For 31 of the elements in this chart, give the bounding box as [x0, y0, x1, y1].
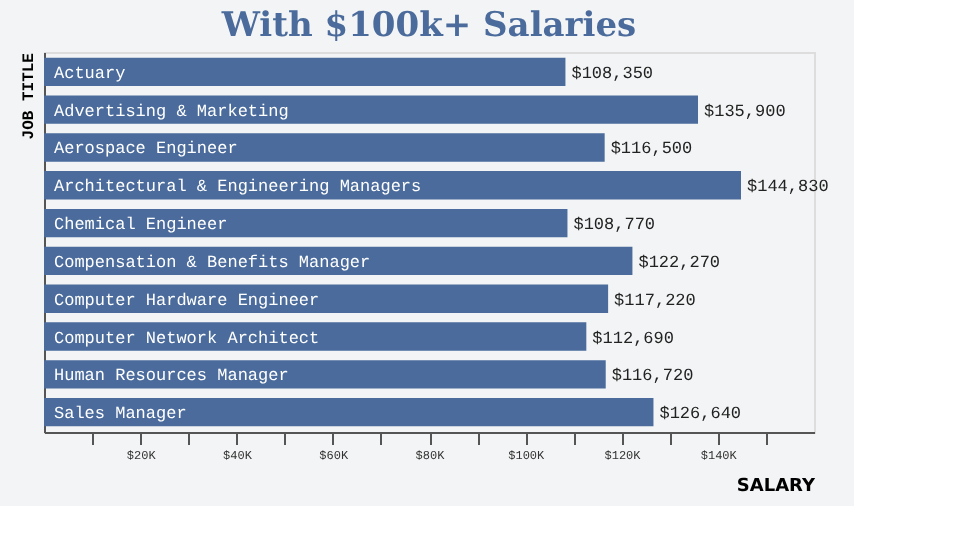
- data-label: $112,690: [592, 328, 674, 349]
- x-axis-title: SALARY: [736, 477, 816, 497]
- data-label: $122,270: [638, 252, 721, 273]
- data-label: $108,350: [571, 63, 654, 84]
- y-tick-label: Computer Hardware Engineer: [54, 290, 320, 311]
- y-tick-label: Sales Manager: [54, 404, 187, 425]
- y-tick-label: Actuary: [54, 63, 126, 84]
- bar: [44, 208, 568, 238]
- y-tick-label: Architectural & Engineering Managers: [54, 177, 422, 198]
- bar: [44, 397, 654, 427]
- data-label: $116,500: [610, 139, 693, 160]
- y-tick-label: Chemical Engineer: [54, 215, 228, 236]
- bar: [44, 360, 606, 389]
- bar: [44, 133, 605, 162]
- y-axis-title: JOB TITLE: [21, 52, 39, 140]
- data-label: $126,640: [659, 404, 742, 425]
- y-tick-label: Aerospace Engineer: [54, 139, 238, 160]
- data-label: $135,900: [704, 101, 786, 122]
- bar: [44, 57, 566, 87]
- y-tick-label: Compensation & Benefits Manager: [54, 252, 371, 273]
- data-label: $116,720: [611, 366, 694, 387]
- y-tick-label: Computer Network Architect: [54, 328, 320, 349]
- y-tick-label: Human Resources Manager: [54, 366, 289, 387]
- data-label: $144,830: [746, 177, 829, 198]
- bar: [44, 284, 609, 313]
- data-label: $117,220: [614, 290, 696, 311]
- bar: [44, 95, 699, 124]
- chart-title: With $100k+ Salaries: [219, 6, 637, 46]
- bar: [44, 322, 587, 351]
- data-label: $108,770: [573, 215, 656, 236]
- y-tick-label: Advertising & Marketing: [54, 101, 289, 122]
